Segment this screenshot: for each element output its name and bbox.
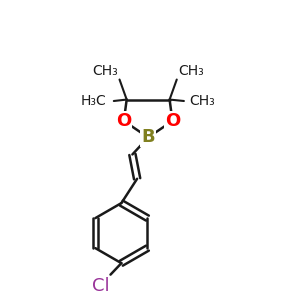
Text: CH₃: CH₃ bbox=[178, 64, 204, 78]
Text: O: O bbox=[116, 112, 131, 130]
Text: CH₃: CH₃ bbox=[190, 94, 215, 108]
Text: Cl: Cl bbox=[92, 277, 110, 295]
Text: H₃C: H₃C bbox=[81, 94, 106, 108]
Text: CH₃: CH₃ bbox=[92, 64, 118, 78]
Text: O: O bbox=[165, 112, 180, 130]
Text: B: B bbox=[141, 128, 155, 146]
